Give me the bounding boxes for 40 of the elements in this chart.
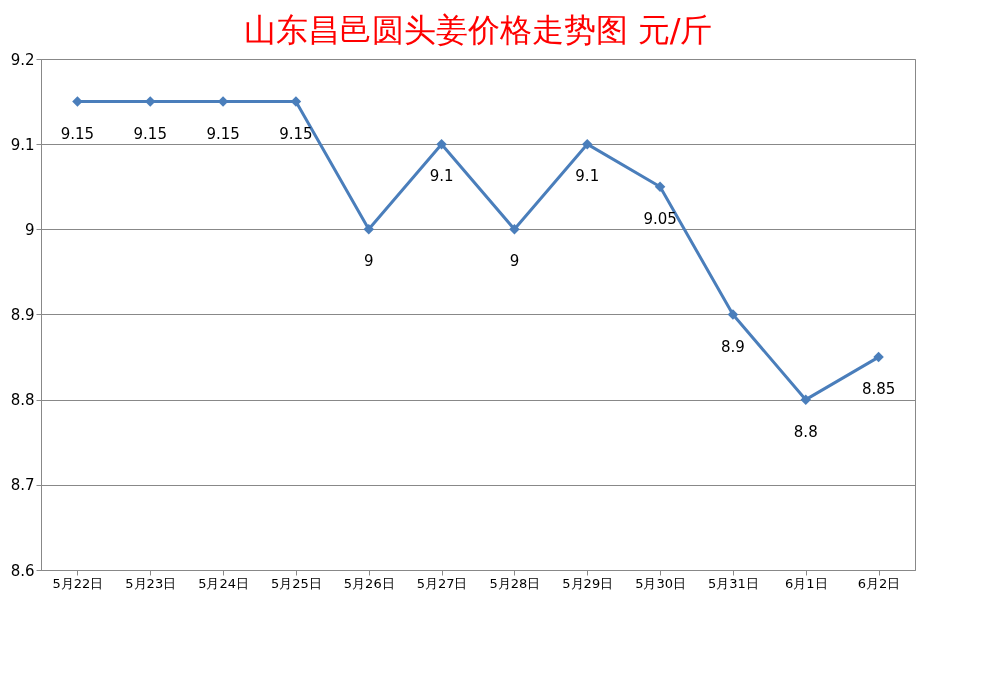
x-tick-label: 5月25日	[271, 575, 322, 591]
y-tick-label: 8.6	[10, 561, 35, 580]
data-label: 8.8	[793, 422, 818, 441]
data-label: 9	[509, 252, 520, 271]
point	[582, 138, 593, 150]
data-label: 9.15	[206, 124, 240, 143]
x-tick-label: 6月2日	[857, 575, 901, 591]
data-label: 9	[363, 252, 374, 271]
y-tick-label: 8.7	[10, 476, 35, 495]
x-tick-label: 5月30日	[635, 575, 686, 591]
y-tick-label: 9.1	[10, 135, 35, 154]
point	[800, 394, 811, 405]
point	[727, 309, 739, 320]
x-tick-label: 5月22日	[52, 575, 104, 591]
data-label: 9.1	[429, 167, 454, 186]
chart-title: 山东昌邑圆头姜价格走势图 元/斤	[243, 11, 713, 49]
data-label: 9.15	[279, 124, 313, 143]
data-label: 9.05	[643, 209, 677, 228]
y-tick-label: 9.2	[10, 50, 35, 69]
x-tick-label: 5月29日	[562, 575, 614, 591]
point	[436, 138, 447, 150]
x-tick-label: 6月1日	[784, 575, 828, 591]
data-label: 9.15	[133, 124, 167, 143]
x-tick-label: 5月23日	[125, 575, 177, 591]
x-tick-label: 5月28日	[489, 575, 541, 591]
y-tick-label: 8.8	[10, 391, 35, 410]
y-tick-label: 9	[24, 220, 35, 239]
data-label: 9.1	[575, 167, 600, 186]
x-tick-label: 5月27日	[416, 575, 468, 591]
y-tick-label: 8.9	[10, 306, 35, 324]
data-label: 8.9	[720, 337, 745, 356]
x-tick-label: 5月26日	[343, 575, 395, 591]
data-label: 8.85	[861, 380, 896, 399]
point	[363, 224, 374, 235]
point	[654, 181, 666, 192]
x-tick-label: 5月24日	[198, 575, 249, 591]
point	[873, 351, 884, 363]
x-tick-label: 5月31日	[708, 575, 759, 591]
data-label: 9.15	[60, 124, 95, 143]
point	[509, 224, 520, 235]
